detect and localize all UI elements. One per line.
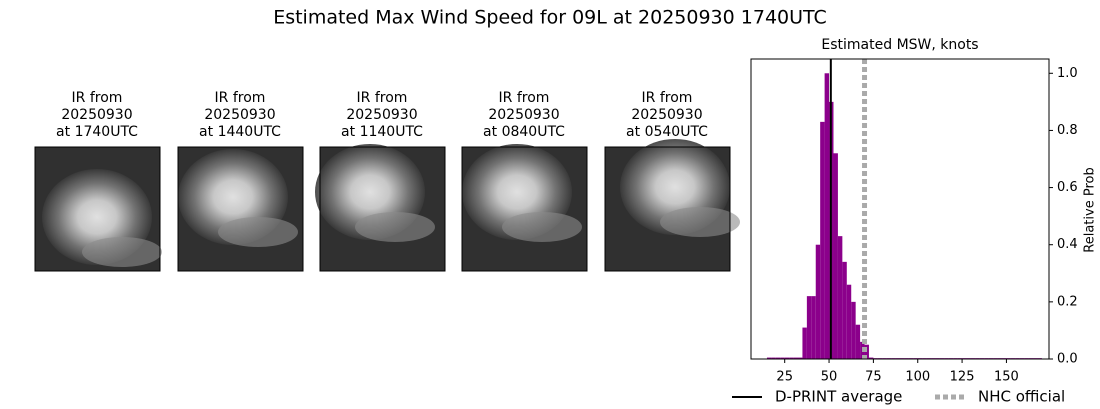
x-tick-label: 50 (821, 370, 838, 385)
bar (851, 301, 856, 359)
panel-caption: at 0540UTC (626, 124, 708, 140)
panel-caption: IR from (499, 90, 550, 106)
bar (789, 357, 794, 359)
panel-caption: at 0840UTC (483, 124, 565, 140)
bar (815, 244, 821, 359)
panel-caption: 20250930 (61, 107, 132, 123)
cloud-band (218, 217, 298, 247)
bar (784, 357, 790, 359)
cloud-band (82, 237, 162, 267)
bar (771, 357, 776, 359)
cloud-band (660, 207, 740, 237)
legend-label: NHC official (978, 388, 1065, 406)
bar (802, 327, 807, 359)
bar (775, 357, 781, 359)
y-axis-label: Relative Prob (1083, 167, 1098, 252)
bar (780, 357, 785, 359)
x-tick-label: 125 (950, 370, 975, 385)
y-tick-label: 0.4 (1057, 237, 1078, 252)
x-tick-label: 100 (905, 370, 930, 385)
panel-caption: 20250930 (346, 107, 417, 123)
cloud-band (355, 212, 435, 242)
ir-frame (34, 146, 161, 272)
figure-title: Estimated Max Wind Speed for 09L at 2025… (273, 7, 827, 29)
y-tick-label: 0.0 (1057, 352, 1078, 367)
bar (855, 324, 861, 359)
panel-caption: at 1140UTC (341, 124, 423, 140)
bar (766, 357, 772, 359)
panel-caption: IR from (357, 90, 408, 106)
legend-label: D-PRINT average (775, 388, 902, 406)
ir-frame (319, 146, 446, 272)
bar (811, 296, 816, 359)
ir-frame (604, 146, 731, 272)
bar (806, 296, 812, 359)
x-tick-label: 75 (865, 370, 882, 385)
bar (833, 153, 838, 359)
panel-caption: IR from (215, 90, 266, 106)
ir-frame (461, 146, 588, 272)
panel-caption: IR from (72, 90, 123, 106)
cloud-band (502, 212, 582, 242)
bar (820, 121, 825, 359)
bar (798, 357, 803, 359)
ir-frame (177, 146, 304, 272)
x-tick-label: 25 (776, 370, 793, 385)
bar (842, 261, 847, 359)
panel-caption: 20250930 (488, 107, 559, 123)
x-tick-label: 150 (994, 370, 1019, 385)
bar (868, 357, 874, 359)
bar (837, 236, 843, 359)
panel-caption: 20250930 (631, 107, 702, 123)
panel-caption: 20250930 (204, 107, 275, 123)
panel-caption: at 1740UTC (56, 124, 138, 140)
y-tick-label: 0.2 (1057, 294, 1078, 309)
chart-title: Estimated MSW, knots (821, 37, 978, 53)
panel-caption: at 1440UTC (199, 124, 281, 140)
bar (793, 357, 799, 359)
plot-frame (750, 58, 1050, 360)
y-tick-label: 0.8 (1057, 123, 1078, 138)
y-tick-label: 1.0 (1057, 66, 1078, 81)
y-tick-label: 0.6 (1057, 180, 1078, 195)
bar (846, 284, 852, 359)
bar (824, 73, 830, 360)
panel-caption: IR from (642, 90, 693, 106)
